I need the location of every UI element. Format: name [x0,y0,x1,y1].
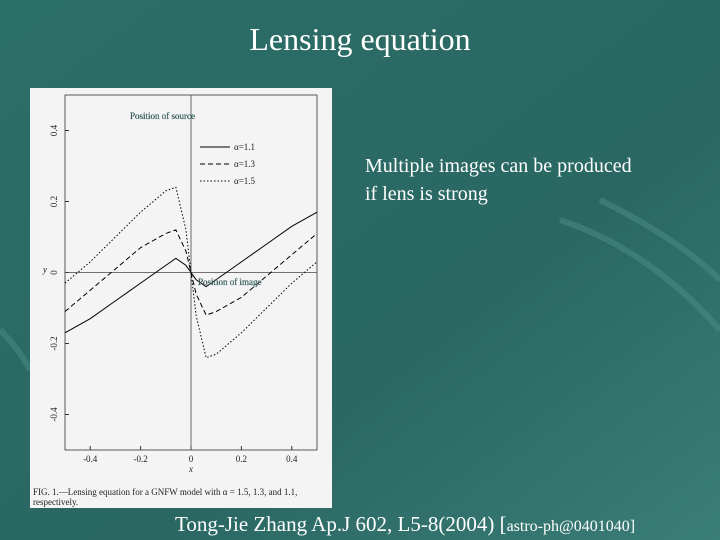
citation: Tong-Jie Zhang Ap.J 602, L5-8(2004) [ast… [175,512,635,536]
figure-background [30,88,332,508]
body-text: Multiple images can be produced [365,155,632,177]
x-tick-label: 0 [189,454,194,464]
x-axis-label: x [188,464,193,474]
y-tick-label: -0.4 [49,407,59,422]
series-line [64,229,318,316]
y-axis-label: y [42,265,47,275]
citation-main: Tong-Jie Zhang Ap.J 602, L5-8(2004) [ [175,512,507,536]
figure-caption: FIG. 1.—Lensing equation for a GNFW mode… [33,487,297,497]
decoration [0,197,720,372]
legend-label: α=1.3 [234,159,256,169]
x-tick-label: 0.2 [236,454,247,464]
figure-caption: respectively. [33,497,78,507]
y-tick-label: -0.2 [49,336,59,350]
legend-label: α=1.5 [234,176,256,186]
figure: -0.4 -0.2 0 0.2 0.4 -0.4 -0.2 0 0.2 0.4 x y α=1.1 α=1… [30,88,332,508]
y-tick-label: 0.4 [49,124,59,136]
annotation: Position of source [130,111,195,121]
annotation: Position of image [198,277,262,287]
citation-ref: astro-ph@0401040] [507,518,636,535]
y-tick-label: 0 [49,270,59,275]
legend-label: α=1.1 [234,142,255,152]
slide-title: Lensing equation [249,21,470,57]
body-text: if lens is strong [365,183,488,205]
x-tick-label: 0.4 [286,454,298,464]
x-tick-label: -0.4 [83,454,98,464]
x-tick-label: -0.2 [133,454,147,464]
y-tick-label: 0.2 [49,196,59,207]
